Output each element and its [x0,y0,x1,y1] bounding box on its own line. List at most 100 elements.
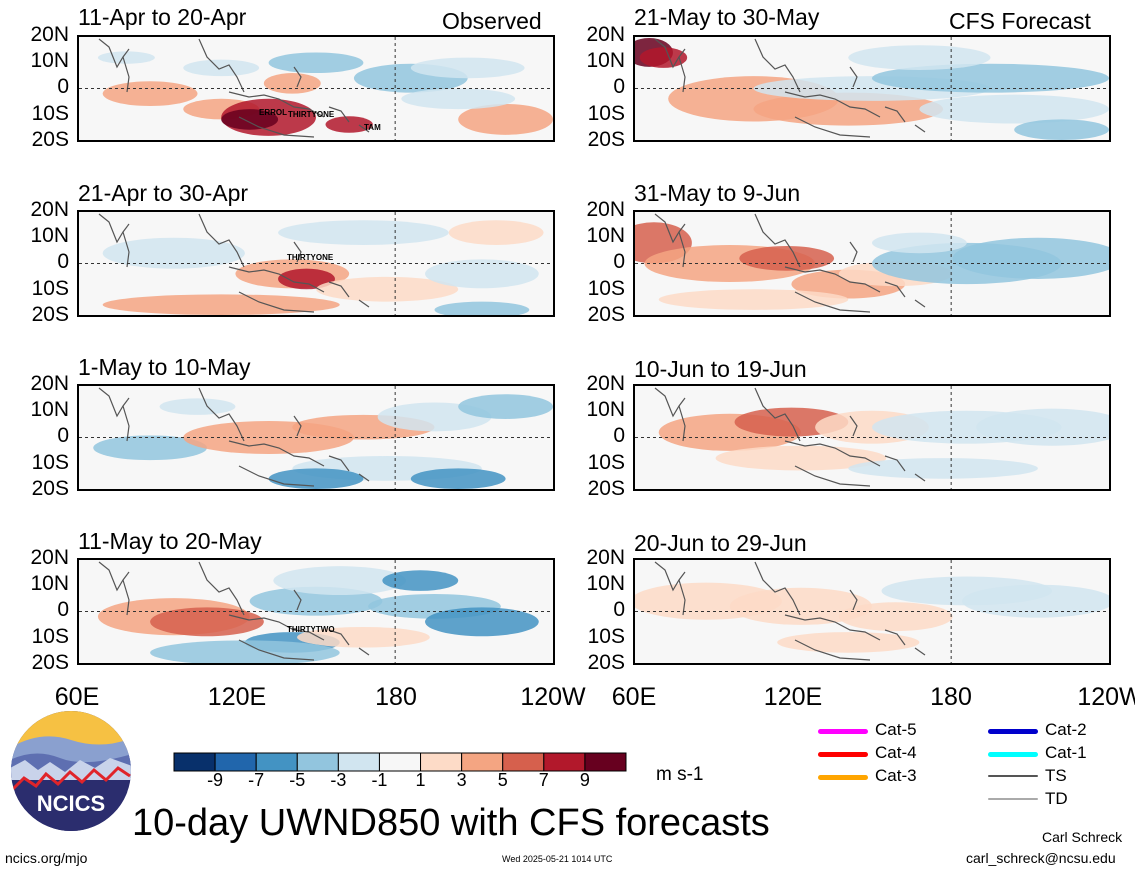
coastline [198,213,245,268]
legend-swatch [988,798,1038,800]
coastline [784,440,881,467]
colorbar-tick-label: 1 [415,770,426,790]
map-panel-fcst-2 [633,384,1111,491]
anomaly-blob [448,220,544,245]
coastline [754,213,801,268]
coastline [358,473,370,482]
lat-label: 10N [586,49,625,72]
coastline [122,231,130,268]
coastline [358,124,370,133]
anomaly-blob [297,626,430,648]
anomaly-blob [658,289,849,310]
coastline [198,561,245,616]
lon-label-120e-left: 120E [207,683,267,711]
colorbar-bin [543,752,586,772]
legend-label: TS [1045,766,1067,785]
coastline [98,38,130,69]
colorbar [173,752,629,779]
panel-title-fcst-2: 31-May to 9-Jun [634,180,801,206]
anomaly-blob [952,237,1109,279]
colorbar-bin [420,752,463,772]
colorbar-tick-label: -7 [248,770,265,790]
coastline [328,281,350,298]
coastline [98,213,130,244]
coastline [228,440,325,467]
legend-swatch [988,752,1038,757]
forecast-tag: CFS Forecast [949,8,1091,34]
lat-label: 20N [586,23,625,46]
coastline [914,299,926,308]
anomaly-blob [777,632,920,653]
lat-label: 10S [587,451,625,474]
anomaly-blob [976,408,1109,446]
legend-label: TD [1045,789,1068,808]
panel-title-fcst-4: 20-Jun to 29-Jun [634,530,807,556]
lat-label: 10N [30,398,69,421]
coastline [228,91,325,118]
anomaly-blob [458,103,553,135]
lat-label: 20N [30,546,69,569]
footer-author: Carl Schreck [1042,829,1123,845]
footer-url: ncics.org/mjo [5,850,88,866]
lon-label-60e-left: 60E [54,683,100,711]
colorbar-units: m s-1 [656,764,704,785]
legend-label: Cat-5 [875,720,917,739]
anomaly-blob [278,220,449,245]
storm-label: THIRTYTWO [287,625,335,634]
storm-label: THIRTYONE [288,110,335,119]
coastline [293,241,302,263]
lat-label: 20N [30,23,69,46]
coastline [794,465,871,487]
lat-label: 10S [31,625,69,648]
lat-label: 0 [57,424,69,447]
coastline [678,56,686,93]
panel-title-obs-1: 11-Apr to 20-Apr [78,4,247,30]
anomaly-blob [263,73,321,94]
anomaly-blob [273,566,407,596]
legend-swatch [818,752,868,757]
colorbar-tick-label: -9 [207,770,224,790]
lon-label-120w-right: 120W [1077,683,1135,711]
lon-label-180-right: 180 [930,683,972,711]
anomaly-blob [425,259,539,289]
lat-label: 10S [587,102,625,125]
colorbar-tick-label: -1 [371,770,388,790]
anomaly-blob [401,88,516,110]
lat-label: 0 [613,250,625,273]
colorbar-bin [584,752,627,772]
anomaly-blob [458,394,553,419]
lat-label: 20N [586,198,625,221]
coastline [654,213,686,244]
legend-label: Cat-2 [1045,720,1087,739]
colorbar-bin [337,752,380,772]
colorbar-bin [502,752,545,772]
coastline [358,647,370,656]
map-panel-obs-1 [77,210,555,317]
coastline [122,56,130,93]
colorbar-bin [461,752,504,772]
lat-label: 10S [31,102,69,125]
lat-label: 10S [31,277,69,300]
lat-label: 20S [31,128,69,151]
colorbar-bin [214,752,257,772]
coastline [794,116,871,138]
anomaly-blob [150,640,340,663]
legend-swatch [988,729,1038,734]
lat-label: 10N [586,398,625,421]
coastline [654,38,686,69]
map-panel-obs-2 [77,384,555,491]
lat-label: 0 [57,75,69,98]
coastline [849,66,858,88]
legend-swatch [818,775,868,780]
coastline [794,639,871,661]
coastline [358,299,370,308]
lat-label: 20N [586,372,625,395]
storm-label: ERROL [259,108,287,117]
lat-label: 10N [30,572,69,595]
coastline [238,639,315,661]
coastline [293,415,302,437]
anomaly-blob [872,63,1109,93]
anomaly-blob [1014,119,1109,140]
legend-label: Cat-4 [875,743,917,762]
coastline [293,66,302,88]
